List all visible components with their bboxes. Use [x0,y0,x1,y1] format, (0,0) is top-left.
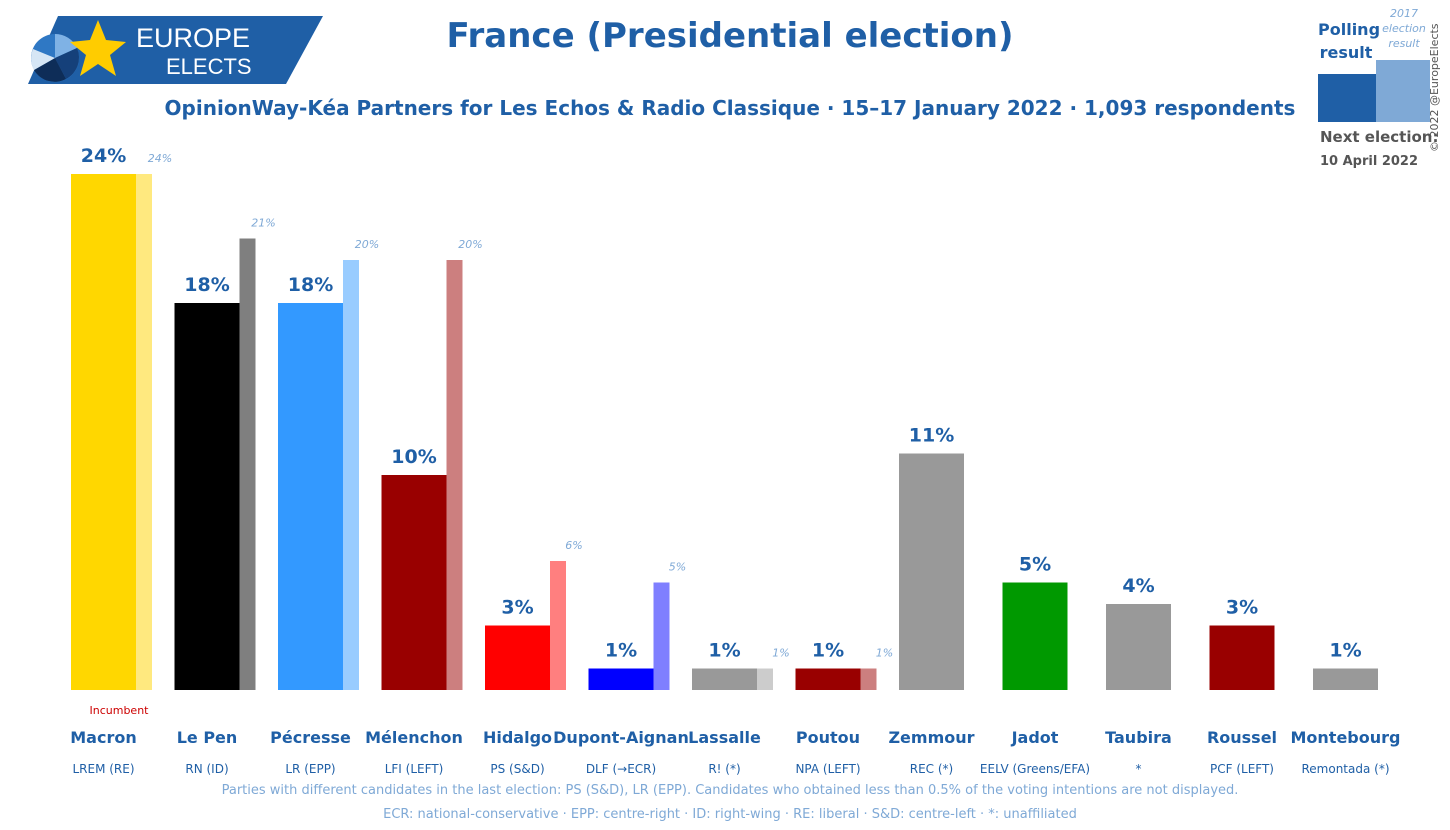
polling-bar [71,174,136,690]
polling-bar [1313,668,1378,690]
candidate-name: Hidalgo [483,728,552,747]
previous-value-label: 21% [251,217,275,230]
polling-value-label: 18% [288,274,333,296]
chart-title: France (Presidential election) [446,16,1014,56]
polling-value-label: 11% [909,425,954,447]
candidate-name: Jadot [1011,728,1059,747]
previous-bar [550,561,566,690]
brand-line2: ELECTS [166,54,252,79]
candidate-party: EELV (Greens/EFA) [980,762,1090,776]
previous-bar [239,238,256,690]
candidate-party: PCF (LEFT) [1210,762,1274,776]
legend: Polling result 2017 election result Next… [1310,4,1450,179]
previous-value-label: 20% [355,238,379,251]
candidate-party: REC (*) [910,762,953,776]
candidate-name: Poutou [796,728,860,747]
polling-bar [1106,604,1171,690]
polling-bar [485,625,550,690]
candidate-name: Le Pen [177,728,238,747]
polling-bar [899,453,964,690]
previous-bar [653,582,670,690]
candidate-name: Pécresse [270,728,351,747]
incumbent-label: Incumbent [90,704,150,717]
candidate-party: PS (S&D) [490,762,544,776]
previous-bar [860,668,877,690]
polling-bar [588,668,654,690]
polling-bar [174,303,240,690]
polling-value-label: 1% [605,640,637,662]
candidate-party: Remontada (*) [1301,762,1389,776]
candidate-party: DLF (→ECR) [586,762,656,776]
polling-value-label: 18% [184,274,229,296]
previous-bar [446,260,463,690]
polling-bar [278,303,343,690]
candidate-party: R! (*) [708,762,740,776]
polling-bar [1002,582,1068,690]
polling-value-label: 1% [708,640,740,662]
previous-value-label: 24% [148,152,172,165]
chart-subtitle: OpinionWay-Kéa Partners for Les Echos & … [164,96,1296,120]
polling-value-label: 5% [1019,554,1051,576]
footnote-line2: ECR: national-conservative · EPP: centre… [383,807,1077,822]
next-election-label: Next election: [1320,128,1439,146]
previous-value-label: 1% [772,647,789,660]
previous-value-label: 20% [458,238,482,251]
candidate-name: Lassalle [688,728,761,747]
polling-bar [692,668,757,690]
previous-bar [343,260,359,690]
candidate-party: LR (EPP) [285,762,335,776]
candidate-name: Taubira [1105,728,1172,747]
previous-value-label: 5% [669,561,686,574]
previous-bar [757,668,773,690]
candidate-party: * [1136,762,1142,776]
candidate-party: LFI (LEFT) [385,762,444,776]
legend-polling-swatch [1318,74,1376,122]
polling-bar [1209,625,1275,690]
candidate-name: Zemmour [888,728,974,747]
previous-value-label: 6% [565,539,582,552]
legend-previous-label: 2017 election result [1382,7,1426,50]
polling-value-label: 1% [1329,640,1361,662]
polling-value-label: 10% [391,446,436,468]
legend-previous-swatch [1376,60,1430,122]
polling-bar [381,475,447,690]
polling-value-label: 3% [1226,597,1258,619]
previous-bar [136,174,152,690]
next-election-date: 10 April 2022 [1320,154,1419,169]
candidate-name: Mélenchon [365,728,463,747]
europe-elects-logo: EUROPE ELECTS [28,16,323,84]
candidate-name: Macron [70,728,136,747]
polling-value-label: 1% [812,640,844,662]
candidate-party: NPA (LEFT) [795,762,860,776]
candidate-name: Roussel [1207,728,1277,747]
candidate-party: RN (ID) [185,762,228,776]
legend-polling-label: Polling result [1318,20,1381,62]
footnote-line1: Parties with different candidates in the… [221,783,1239,798]
candidate-name: Dupont-Aignan [553,728,689,747]
brand-line1: EUROPE [136,23,250,53]
candidate-party: LREM (RE) [72,762,134,776]
polling-bar [795,668,861,690]
candidate-name: Montebourg [1291,728,1401,747]
polling-value-label: 3% [501,597,533,619]
polling-value-label: 24% [81,145,126,167]
previous-value-label: 1% [876,647,893,660]
polling-value-label: 4% [1122,575,1154,597]
